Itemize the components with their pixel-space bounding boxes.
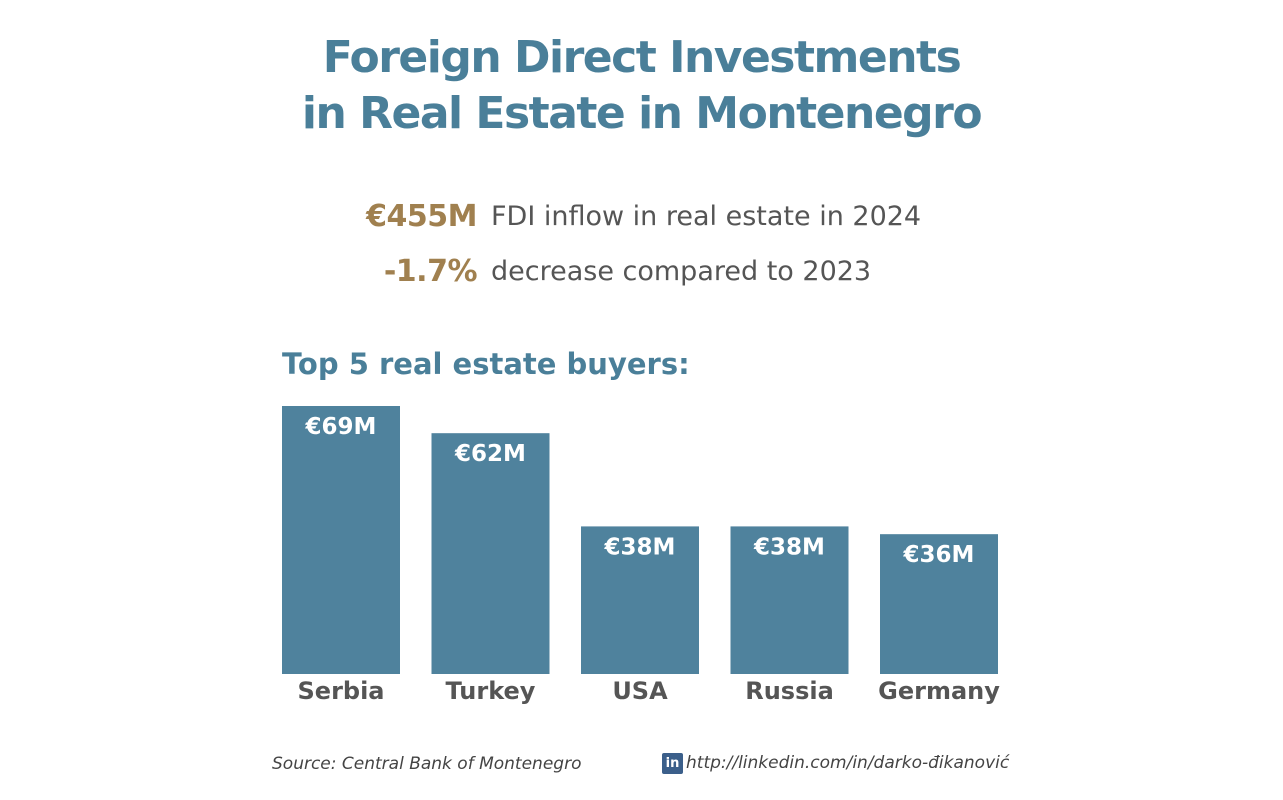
bar-value-label-russia: €38M [753,534,825,560]
bar-germany [880,534,998,674]
category-label-russia: Russia [745,677,834,705]
chart-title: Top 5 real estate buyers: [282,347,690,381]
bar-serbia [282,406,400,674]
bar-value-label-germany: €36M [903,542,975,568]
linkedin-link-text: http://linkedin.com/in/darko-đikanović [686,753,1010,773]
bar-russia [730,526,849,674]
linkedin-icon: in [662,752,683,774]
stat-row-inflow: €455M FDI inflow in real estate in 2024 [0,194,1283,240]
category-label-turkey: Turkey [446,677,536,705]
stat-value-inflow: €455M [366,199,477,234]
bar-value-label-turkey: €62M [454,441,526,467]
page-title: Foreign Direct Investments in Real Estat… [0,30,1283,142]
stat-text-change: decrease compared to 2023 [491,256,872,287]
bar-chart: €69M Serbia €62M Turkey €38M USA €38M Russia €36… [282,406,1000,705]
bar-usa [581,526,699,674]
category-label-germany: Germany [878,677,1000,705]
source-note: Source: Central Bank of Montenegro [272,754,582,774]
page-title-line-2: in Real Estate in Montenegro [301,88,983,139]
page-title-line-1: Foreign Direct Investments [322,32,962,83]
bar-turkey [431,433,550,674]
bar-value-label-usa: €38M [604,534,676,560]
bar-value-label-serbia: €69M [305,414,377,440]
stat-text-inflow: FDI inflow in real estate in 2024 [491,201,922,232]
category-label-usa: USA [612,677,668,705]
stat-value-change: -1.7% [383,254,478,289]
linkedin-link[interactable]: in http://linkedin.com/in/darko-đikanovi… [662,750,1009,776]
stat-row-change: -1.7% decrease compared to 2023 [0,249,1283,295]
category-label-serbia: Serbia [298,677,385,705]
